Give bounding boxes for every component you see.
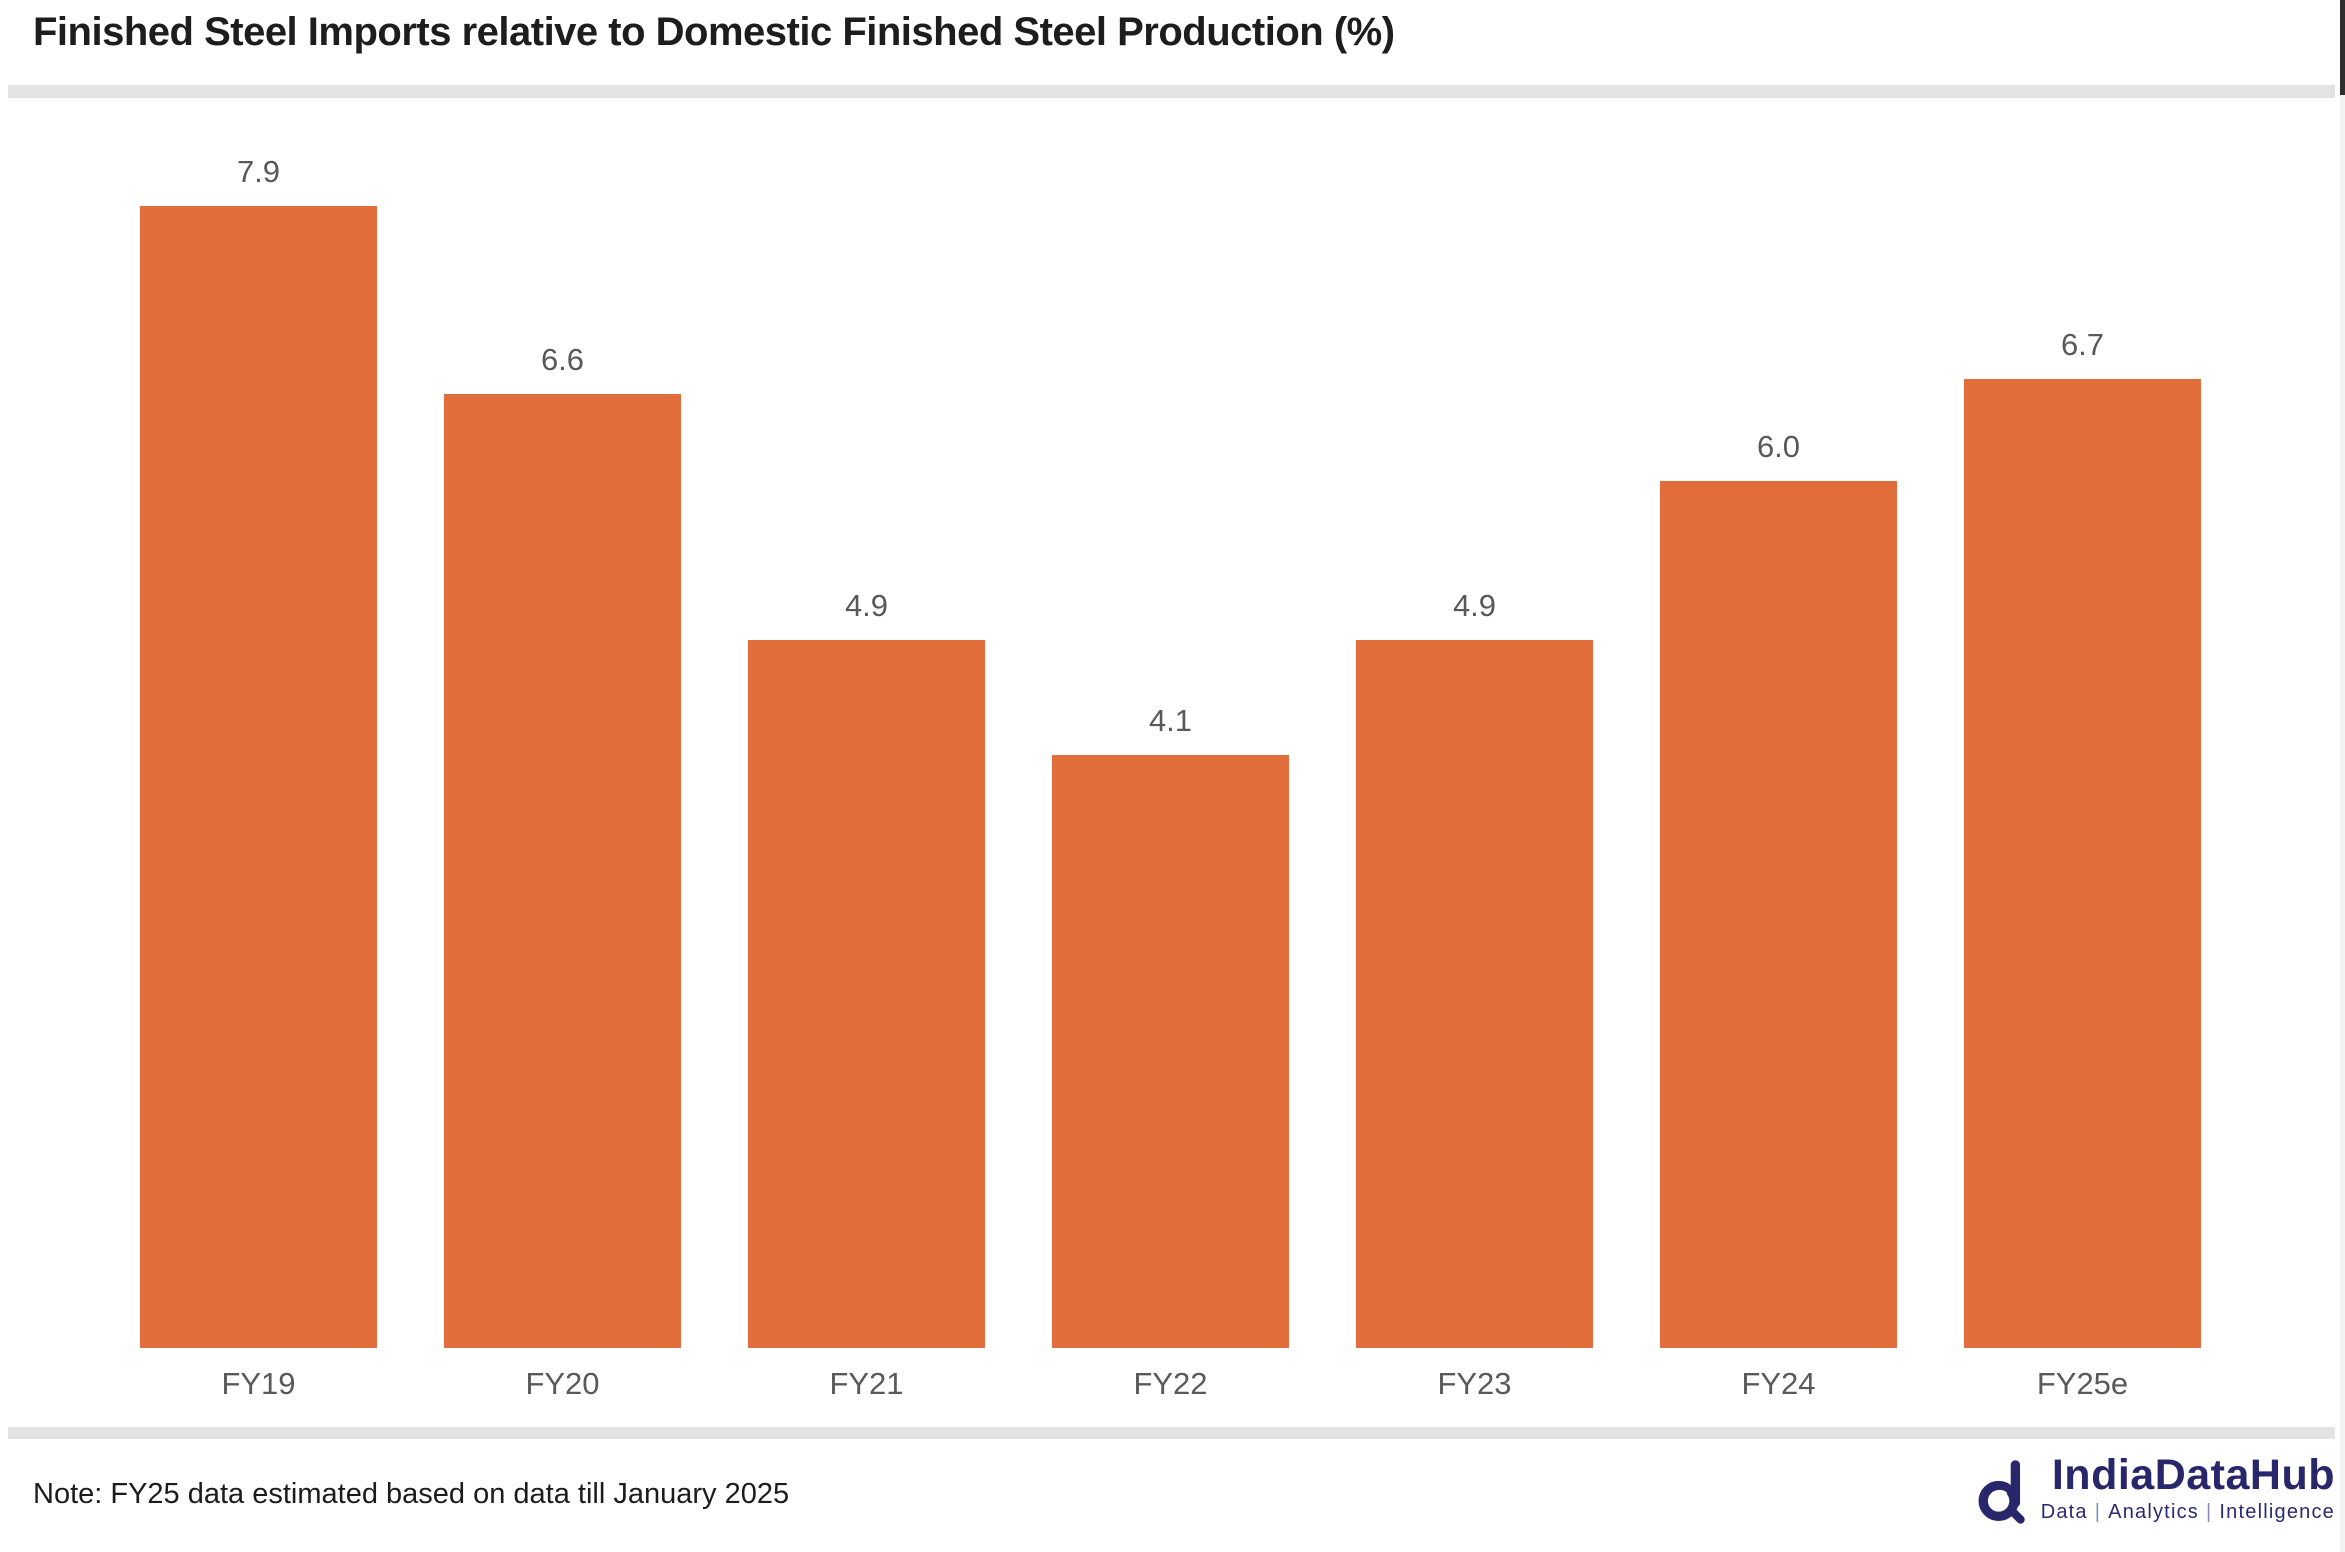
bar-value-label: 7.9	[236, 154, 281, 189]
bar-value-label: 6.7	[2060, 327, 2105, 362]
magnifier-d-icon	[1978, 1460, 2025, 1524]
tagline-pipe: |	[2094, 1501, 2102, 1524]
bar-group-FY22: 4.1	[1052, 98, 1289, 1348]
chart-title: Finished Steel Imports relative to Domes…	[33, 10, 1395, 54]
bar	[140, 206, 377, 1348]
x-axis-labels: FY19 FY20 FY21 FY22 FY23 FY24 FY25e	[140, 1366, 2201, 1402]
logo-wordmark: IndiaDataHub	[2051, 1451, 2335, 1499]
bar-value-label: 6.6	[540, 342, 585, 377]
scrollbar-thumb[interactable]	[2340, 0, 2345, 95]
tagline-intelligence: Intelligence	[2219, 1501, 2335, 1524]
bar	[1660, 481, 1897, 1348]
tagline-pipe: |	[2206, 1501, 2213, 1524]
x-axis-label-FY24: FY24	[1741, 1366, 1816, 1401]
logo-tagline: Data | Analytics | Intelligence	[2041, 1501, 2335, 1524]
indiadatahub-logo: IndiaDataHub Data | Analytics | Intelligence	[1975, 1451, 2335, 1524]
bar	[1964, 379, 2201, 1348]
top-divider	[8, 85, 2335, 98]
bar	[444, 394, 681, 1348]
bar-value-label: 6.0	[1756, 429, 1801, 464]
bar-value-label: 4.1	[1148, 703, 1193, 738]
bar-value-label: 4.9	[844, 588, 889, 623]
footnote: Note: FY25 data estimated based on data …	[33, 1478, 790, 1510]
bar	[1356, 640, 1593, 1348]
x-axis-label-FY21: FY21	[829, 1366, 904, 1401]
bar-group-FY25e: 6.7	[1964, 98, 2201, 1348]
bar	[1052, 755, 1289, 1348]
x-axis-label-FY20: FY20	[525, 1366, 600, 1401]
bar-group-FY21: 4.9	[748, 98, 985, 1348]
tagline-analytics: Analytics	[2108, 1501, 2199, 1524]
tagline-data: Data	[2040, 1501, 2088, 1524]
bottom-divider	[8, 1427, 2335, 1439]
x-axis-label-FY25e: FY25e	[2036, 1366, 2129, 1401]
bar-group-FY24: 6.0	[1660, 98, 1897, 1348]
logo-text-block: IndiaDataHub Data | Analytics | Intelligence	[2041, 1451, 2335, 1524]
x-axis-label-FY22: FY22	[1133, 1366, 1208, 1401]
bar-group-FY20: 6.6	[444, 98, 681, 1348]
scrollbar-track[interactable]	[2340, 0, 2345, 1552]
x-axis-label-FY19: FY19	[221, 1366, 296, 1401]
bar-group-FY23: 4.9	[1356, 98, 1593, 1348]
bar-plot-area: 7.9 6.6 4.9 4.1 4.9 6.0 6.7	[140, 98, 2201, 1348]
bar-value-label: 4.9	[1452, 588, 1497, 623]
x-axis-label-FY23: FY23	[1437, 1366, 1512, 1401]
bar	[748, 640, 985, 1348]
bar-group-FY19: 7.9	[140, 98, 377, 1348]
